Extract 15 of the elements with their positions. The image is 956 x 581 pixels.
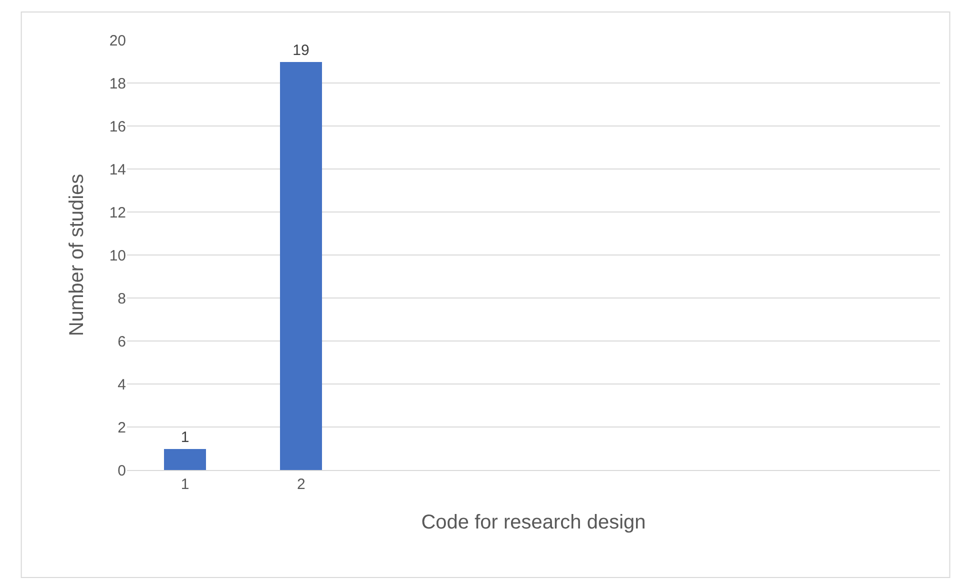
y-tick-label: 8 (118, 290, 126, 308)
x-axis-title: Code for research design (421, 512, 646, 534)
y-tick-label: 12 (109, 204, 126, 222)
y-tick-label: 14 (109, 161, 126, 178)
y-tick-label: 16 (109, 118, 126, 136)
y-axis-title: Number of studies (66, 174, 88, 336)
y-tick-label: 4 (118, 376, 126, 394)
y-tick-label: 0 (118, 462, 126, 480)
y-tick-label: 18 (109, 75, 126, 92)
y-tick-label: 20 (109, 32, 126, 50)
data-label: 1 (180, 429, 190, 446)
y-tick-label: 2 (118, 419, 126, 436)
y-tick-label: 10 (109, 247, 126, 264)
data-label: 19 (292, 42, 310, 59)
y-tick-label: 6 (118, 333, 126, 350)
